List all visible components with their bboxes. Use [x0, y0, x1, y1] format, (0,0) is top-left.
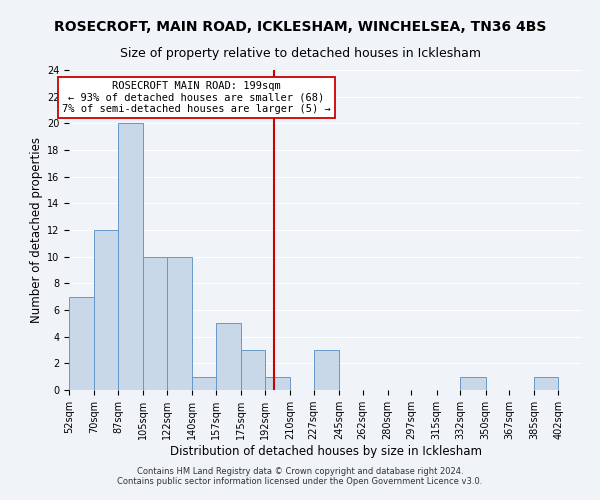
X-axis label: Distribution of detached houses by size in Icklesham: Distribution of detached houses by size …	[170, 445, 482, 458]
Text: Contains HM Land Registry data © Crown copyright and database right 2024.: Contains HM Land Registry data © Crown c…	[137, 467, 463, 476]
Text: ROSECROFT MAIN ROAD: 199sqm
← 93% of detached houses are smaller (68)
7% of semi: ROSECROFT MAIN ROAD: 199sqm ← 93% of det…	[62, 80, 331, 114]
Bar	[69, 296, 94, 390]
Bar	[314, 350, 339, 390]
Bar	[167, 256, 192, 390]
Bar	[216, 324, 241, 390]
Text: Size of property relative to detached houses in Icklesham: Size of property relative to detached ho…	[119, 48, 481, 60]
Text: ROSECROFT, MAIN ROAD, ICKLESHAM, WINCHELSEA, TN36 4BS: ROSECROFT, MAIN ROAD, ICKLESHAM, WINCHEL…	[54, 20, 546, 34]
Bar	[192, 376, 216, 390]
Text: Contains public sector information licensed under the Open Government Licence v3: Contains public sector information licen…	[118, 476, 482, 486]
Bar	[460, 376, 485, 390]
Bar	[143, 256, 167, 390]
Bar	[535, 376, 558, 390]
Y-axis label: Number of detached properties: Number of detached properties	[29, 137, 43, 323]
Bar	[265, 376, 290, 390]
Bar	[241, 350, 265, 390]
Bar	[94, 230, 118, 390]
Bar	[118, 124, 143, 390]
